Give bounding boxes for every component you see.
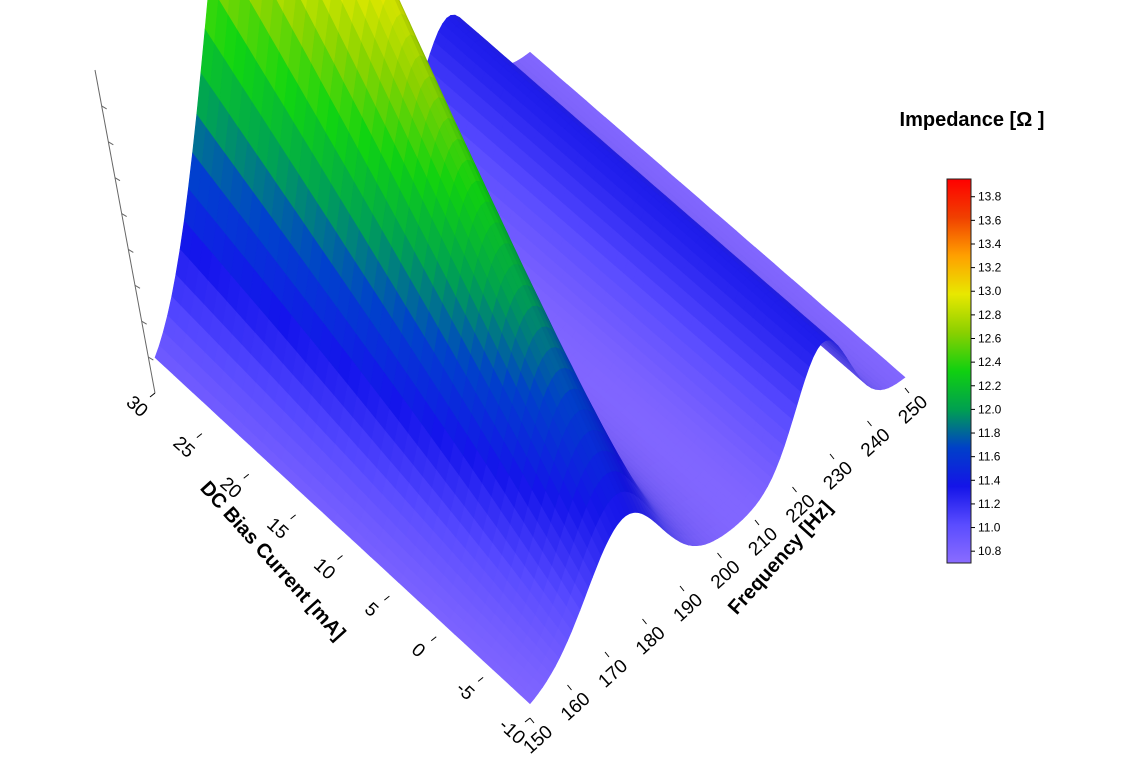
- z-axis-tick: [141, 320, 147, 325]
- surface-patch: [520, 689, 535, 705]
- current-tick-label: 25: [169, 433, 199, 463]
- colorbar-tick-label: 13.4: [978, 237, 1002, 251]
- colorbar-tick-label: 12.8: [978, 308, 1002, 322]
- frequency-tick-mark: [792, 486, 797, 493]
- z-axis-line: [94, 69, 156, 394]
- frequency-tick-mark: [904, 387, 910, 394]
- colorbar: Impedance [Ω ] 10.811.011.211.411.611.81…: [900, 109, 1045, 564]
- frequency-tick-label: 230: [820, 458, 858, 495]
- frequency-tick-mark: [829, 453, 835, 460]
- colorbar-tick-label: 13.0: [978, 284, 1002, 298]
- colorbar-tick-label: 12.4: [978, 355, 1002, 369]
- z-axis: [94, 69, 156, 394]
- frequency-tick-label: 170: [595, 656, 633, 693]
- colorbar-title: Impedance [Ω ]: [900, 109, 1045, 131]
- current-tick-mark: [196, 433, 203, 439]
- z-axis-tick: [134, 284, 141, 289]
- frequency-tick-mark: [754, 519, 760, 526]
- current-tick-label: 30: [122, 392, 152, 422]
- colorbar-tick-label: 11.0: [978, 521, 1001, 535]
- current-tick-mark: [524, 717, 531, 723]
- colorbar-tick-label: 10.8: [978, 544, 1002, 558]
- current-tick-label: 5: [360, 599, 382, 622]
- colorbar-tick-label: 13.8: [978, 190, 1002, 204]
- colorbar-tick-label: 12.0: [978, 402, 1002, 416]
- impedance-surface: [154, 0, 906, 705]
- z-axis-tick: [121, 213, 127, 217]
- frequency-tick-label: 160: [557, 689, 595, 726]
- current-tick-label: -5: [451, 678, 478, 705]
- z-axis-tick: [128, 249, 134, 253]
- frequency-tick-mark: [529, 717, 535, 724]
- z-axis-tick: [114, 177, 121, 182]
- colorbar-tick-label: 13.6: [978, 213, 1002, 227]
- frequency-tick-mark: [717, 552, 722, 559]
- frequency-tick-mark: [604, 651, 610, 658]
- colorbar-tick-label: 13.2: [978, 261, 1002, 275]
- colorbar-tick-label: 11.2: [978, 497, 1001, 511]
- current-tick-mark: [384, 595, 390, 601]
- colorbar-gradient: [946, 178, 972, 564]
- colorbar-tick-label: 11.6: [978, 450, 1001, 464]
- frequency-tick-mark: [679, 585, 685, 592]
- z-axis-tick: [148, 356, 154, 361]
- colorbar-tick-label: 12.6: [978, 332, 1002, 346]
- current-tick-label: 0: [407, 639, 429, 662]
- current-tick-mark: [290, 514, 296, 520]
- frequency-tick-label: 180: [632, 623, 670, 660]
- colorbar-tick-label: 12.2: [978, 379, 1002, 393]
- current-tick-mark: [430, 636, 437, 642]
- z-axis-tick: [101, 105, 107, 110]
- frequency-tick-label: 150: [520, 722, 558, 759]
- current-tick-mark: [149, 392, 156, 398]
- z-axis-tick: [108, 141, 114, 146]
- current-tick-mark: [337, 555, 343, 560]
- current-tick-mark: [477, 676, 484, 682]
- colorbar-tick-label: 11.8: [978, 426, 1001, 440]
- frequency-tick-label: 250: [895, 392, 933, 429]
- surface-patch: [380, 0, 387, 7]
- current-tick-label: 10: [309, 555, 339, 585]
- frequency-tick-mark: [867, 420, 872, 427]
- colorbar-tick-label: 11.4: [978, 473, 1001, 487]
- frequency-tick-mark: [567, 684, 572, 691]
- frequency-tick-label: 240: [857, 425, 895, 462]
- current-tick-mark: [243, 473, 250, 479]
- frequency-tick-label: 190: [670, 590, 708, 627]
- frequency-tick-mark: [642, 618, 647, 625]
- colorbar-ticks: 10.8 11.0 11.2 11.4 11.6 11.8 12.0 12.2 12.4 12.6…: [971, 190, 1002, 558]
